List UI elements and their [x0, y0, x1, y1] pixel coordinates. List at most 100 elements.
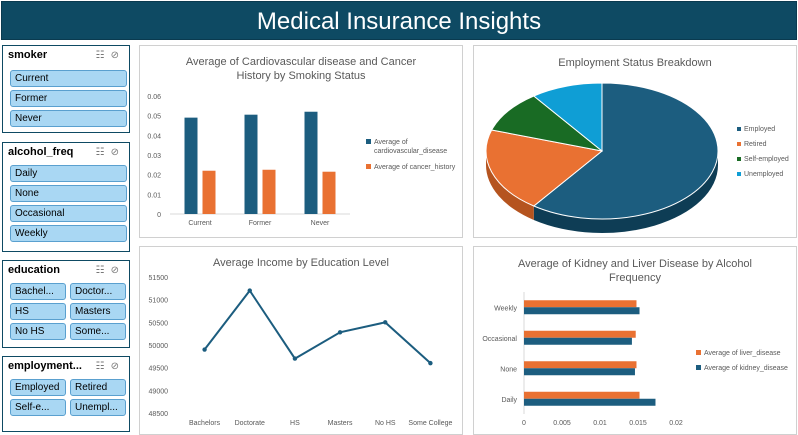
- slicer-smoker: smoker ☷⊘ Current Former Never: [2, 45, 130, 133]
- y-tick-label: 0.04: [147, 133, 161, 140]
- legend-label: Unemployed: [744, 171, 783, 178]
- pie-slice-side: [533, 151, 718, 233]
- pie-chart-svg: Employed Retired Self-employed Unemployed: [485, 82, 789, 233]
- clear-filter-icon[interactable]: ⊘: [110, 361, 125, 372]
- slicer-item-weekly[interactable]: Weekly: [10, 225, 127, 242]
- slicer-item-some-college[interactable]: Some...: [70, 323, 126, 340]
- legend-swatch: [696, 350, 701, 355]
- bar: [524, 307, 640, 315]
- multi-select-icon[interactable]: ☷: [95, 147, 111, 158]
- slicer-item-doctorate[interactable]: Doctor...: [70, 283, 126, 300]
- y-tick-label: 0.02: [147, 173, 161, 180]
- y-tick-label: Weekly: [494, 305, 517, 312]
- x-tick-label: 0.01: [593, 420, 607, 427]
- hbar-chart-svg: 0 0.005 0.01 0.015 0.02 Daily None Occasional We…: [482, 292, 788, 427]
- chart-kidney-liver[interactable]: Average of Kidney and Liver Disease by A…: [473, 246, 797, 435]
- x-tick-label: 0.015: [629, 420, 647, 427]
- slicer-item-former[interactable]: Former: [10, 90, 127, 107]
- bar: [524, 391, 640, 399]
- data-point: [292, 356, 298, 361]
- bar: [304, 111, 318, 214]
- slicer-title: smoker: [8, 49, 48, 61]
- series-line: [203, 288, 432, 364]
- slicer-item-current[interactable]: Current: [10, 70, 127, 87]
- slicer-item-none[interactable]: None: [10, 185, 127, 202]
- chart-employment[interactable]: Employment Status Breakdown Employed Reti…: [473, 45, 797, 238]
- y-tick-label: 51500: [149, 275, 169, 282]
- y-tick-label: 0: [157, 212, 161, 219]
- legend-swatch: [366, 164, 371, 169]
- pie-slice: [490, 95, 603, 152]
- x-tick-label: Doctorate: [235, 420, 265, 427]
- multi-select-icon[interactable]: ☷: [95, 265, 111, 276]
- x-tick-label: 0: [522, 420, 526, 427]
- chart-title: Employment Status Breakdown: [558, 57, 712, 69]
- y-tick-label: 0.05: [147, 114, 161, 121]
- x-tick-label: Masters: [328, 420, 353, 427]
- slicer-item-daily[interactable]: Daily: [10, 165, 127, 182]
- y-tick-label: 0.01: [147, 192, 161, 199]
- slicer-item-never[interactable]: Never: [10, 110, 127, 127]
- data-point: [383, 320, 388, 325]
- y-tick-label: 0.06: [147, 94, 161, 101]
- slicer-item-hs[interactable]: HS: [10, 303, 66, 320]
- chart-title: Average Income by Education Level: [213, 257, 389, 269]
- x-tick-label: 0.005: [553, 420, 571, 427]
- slicer-alcohol-freq: alcohol_freq ☷⊘ Daily None Occasional We…: [2, 142, 130, 252]
- multi-select-icon[interactable]: ☷: [95, 361, 111, 372]
- pie-slice: [532, 82, 719, 220]
- slicer-item-self-employed[interactable]: Self-e...: [10, 399, 66, 416]
- bar: [524, 330, 636, 338]
- bar: [322, 171, 336, 214]
- y-tick-label: 49000: [149, 388, 169, 395]
- legend-label: Average of cancer_history: [374, 164, 456, 171]
- slicer-education: education ☷⊘ Bachel... Doctor... HS Mast…: [2, 260, 130, 348]
- slicer-item-occasional[interactable]: Occasional: [10, 205, 127, 222]
- bar: [524, 398, 656, 406]
- bar: [244, 114, 258, 214]
- y-tick-label: 50500: [149, 320, 169, 327]
- y-tick-label: Occasional: [482, 336, 517, 343]
- bar: [184, 117, 198, 214]
- pie-slice: [532, 82, 603, 153]
- chart-cardio-cancer[interactable]: Average of Cardiovascular disease and Ca…: [139, 45, 463, 238]
- y-tick-label: None: [500, 366, 517, 373]
- clear-filter-icon[interactable]: ⊘: [110, 147, 125, 158]
- legend-swatch: [737, 157, 741, 161]
- x-tick-label: Bachelors: [189, 420, 221, 427]
- chart-title: Average of Cardiovascular disease and Ca…: [185, 56, 417, 82]
- slicer-item-unemployed[interactable]: Unempl...: [70, 399, 126, 416]
- legend-label: Average of liver_disease: [704, 350, 781, 357]
- multi-select-icon[interactable]: ☷: [95, 50, 111, 61]
- x-tick-label: HS: [290, 420, 300, 427]
- data-point: [202, 347, 207, 352]
- pie-slice: [485, 129, 604, 207]
- bar: [202, 170, 216, 214]
- y-tick-label: 0.03: [147, 153, 161, 160]
- x-tick-label: No HS: [375, 420, 396, 427]
- data-point: [428, 360, 433, 366]
- legend-swatch: [737, 127, 741, 131]
- slicer-item-bachelors[interactable]: Bachel...: [10, 283, 66, 300]
- x-tick-label: Current: [188, 220, 211, 227]
- slicer-item-masters[interactable]: Masters: [70, 303, 126, 320]
- bar-chart-svg: 0 0.01 0.02 0.03 0.04 0.05 0.06 Current Former Ne…: [147, 94, 456, 227]
- bar: [524, 361, 637, 369]
- x-tick-label: Never: [311, 220, 330, 227]
- legend-swatch: [737, 142, 741, 146]
- clear-filter-icon[interactable]: ⊘: [110, 265, 125, 276]
- chart-income[interactable]: Average Income by Education Level 48500 4…: [139, 246, 463, 435]
- legend-label: cardiovascular_disease: [374, 148, 447, 155]
- slicer-title: education: [8, 264, 60, 276]
- clear-filter-icon[interactable]: ⊘: [110, 50, 125, 61]
- legend-label: Employed: [744, 126, 775, 133]
- slicer-item-employed[interactable]: Employed: [10, 379, 66, 396]
- y-tick-label: 49500: [149, 366, 169, 373]
- legend-swatch: [696, 365, 701, 370]
- slicer-item-no-hs[interactable]: No HS: [10, 323, 66, 340]
- data-point: [247, 288, 252, 293]
- slicer-title: alcohol_freq: [8, 146, 74, 158]
- slicer-employment: employment... ☷⊘ Employed Retired Self-e…: [2, 356, 130, 432]
- x-tick-label: Some College: [408, 420, 452, 427]
- slicer-item-retired[interactable]: Retired: [70, 379, 126, 396]
